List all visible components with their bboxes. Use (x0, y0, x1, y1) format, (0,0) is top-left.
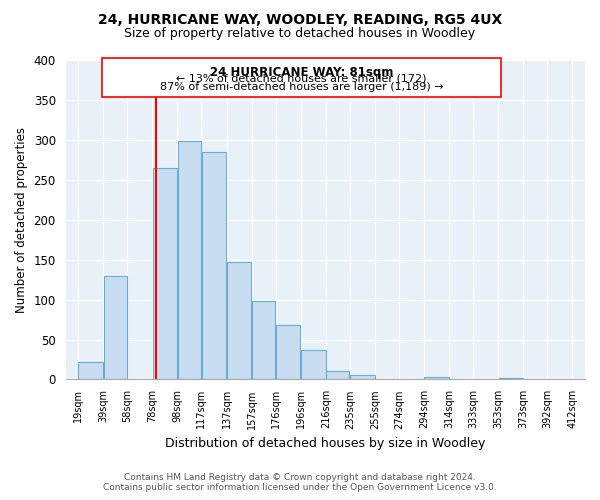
Bar (104, 276, 127, 380)
Text: Contains HM Land Registry data © Crown copyright and database right 2024.
Contai: Contains HM Land Registry data © Crown c… (103, 473, 497, 492)
Bar (152, 168, 177, 380)
X-axis label: Distribution of detached houses by size in Woodley: Distribution of detached houses by size … (165, 437, 485, 450)
Text: Size of property relative to detached houses in Woodley: Size of property relative to detached ho… (124, 28, 476, 40)
Bar (202, 152, 226, 380)
FancyBboxPatch shape (102, 58, 501, 96)
Bar (326, 372, 349, 380)
Y-axis label: Number of detached properties: Number of detached properties (15, 126, 28, 312)
Bar (276, 325, 301, 380)
Text: 87% of semi-detached houses are larger (1,189) →: 87% of semi-detached houses are larger (… (160, 82, 443, 92)
Bar (79, 362, 103, 380)
Bar (227, 262, 251, 380)
Bar (350, 376, 374, 380)
Bar (499, 378, 523, 380)
Bar (178, 142, 201, 380)
Text: 24, HURRICANE WAY, WOODLEY, READING, RG5 4UX: 24, HURRICANE WAY, WOODLEY, READING, RG5… (98, 12, 502, 26)
Bar (301, 350, 326, 380)
Bar (424, 377, 449, 380)
Bar (252, 301, 275, 380)
Text: 24 HURRICANE WAY: 81sqm: 24 HURRICANE WAY: 81sqm (209, 66, 393, 78)
Text: ← 13% of detached houses are smaller (172): ← 13% of detached houses are smaller (17… (176, 74, 427, 84)
